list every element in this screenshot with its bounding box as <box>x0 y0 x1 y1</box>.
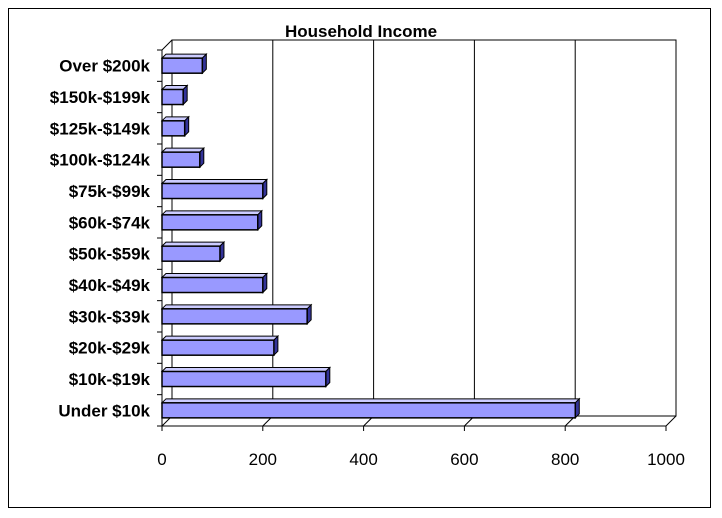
bar <box>161 308 308 325</box>
bar <box>161 245 221 262</box>
category-label: $50k-$59k <box>69 245 151 264</box>
x-tick-label: 600 <box>450 450 478 469</box>
bars <box>160 52 581 420</box>
category-label: Under $10k <box>58 401 150 420</box>
category-labels: Under $10k $10k-$19k $20k-$29k $30k-$39k $40… <box>50 57 151 421</box>
x-tick-label: 800 <box>551 450 579 469</box>
bar <box>161 214 259 231</box>
axes <box>157 39 677 431</box>
bar <box>161 276 264 294</box>
tick-labels: 0 200 400 600 800 1000 <box>157 450 685 469</box>
category-label: $60k-$74k <box>69 213 151 232</box>
category-label: $100k-$124k <box>50 151 151 170</box>
bar <box>161 402 577 419</box>
bar <box>161 182 264 200</box>
bar <box>161 370 327 388</box>
category-label: $150k-$199k <box>50 88 151 107</box>
side-wall-edge <box>161 39 173 51</box>
x-tick-label: 1000 <box>647 450 685 469</box>
category-label: $40k-$49k <box>69 276 151 295</box>
category-label: $20k-$29k <box>69 339 151 358</box>
bar <box>161 339 275 356</box>
x-tick-label: 0 <box>157 450 166 469</box>
bar <box>161 88 184 106</box>
bar <box>161 120 186 137</box>
bar <box>161 151 201 168</box>
category-label: Over $200k <box>59 57 150 76</box>
bar <box>161 57 204 74</box>
floor-tick <box>665 415 677 427</box>
category-label: $75k-$99k <box>69 182 151 201</box>
category-label: $10k-$19k <box>69 370 151 389</box>
x-tick-label: 400 <box>349 450 377 469</box>
chart-title: Household Income <box>284 22 438 41</box>
category-label: $30k-$39k <box>69 307 151 326</box>
x-tick-label: 200 <box>249 450 277 469</box>
category-label: $125k-$149k <box>50 119 151 138</box>
